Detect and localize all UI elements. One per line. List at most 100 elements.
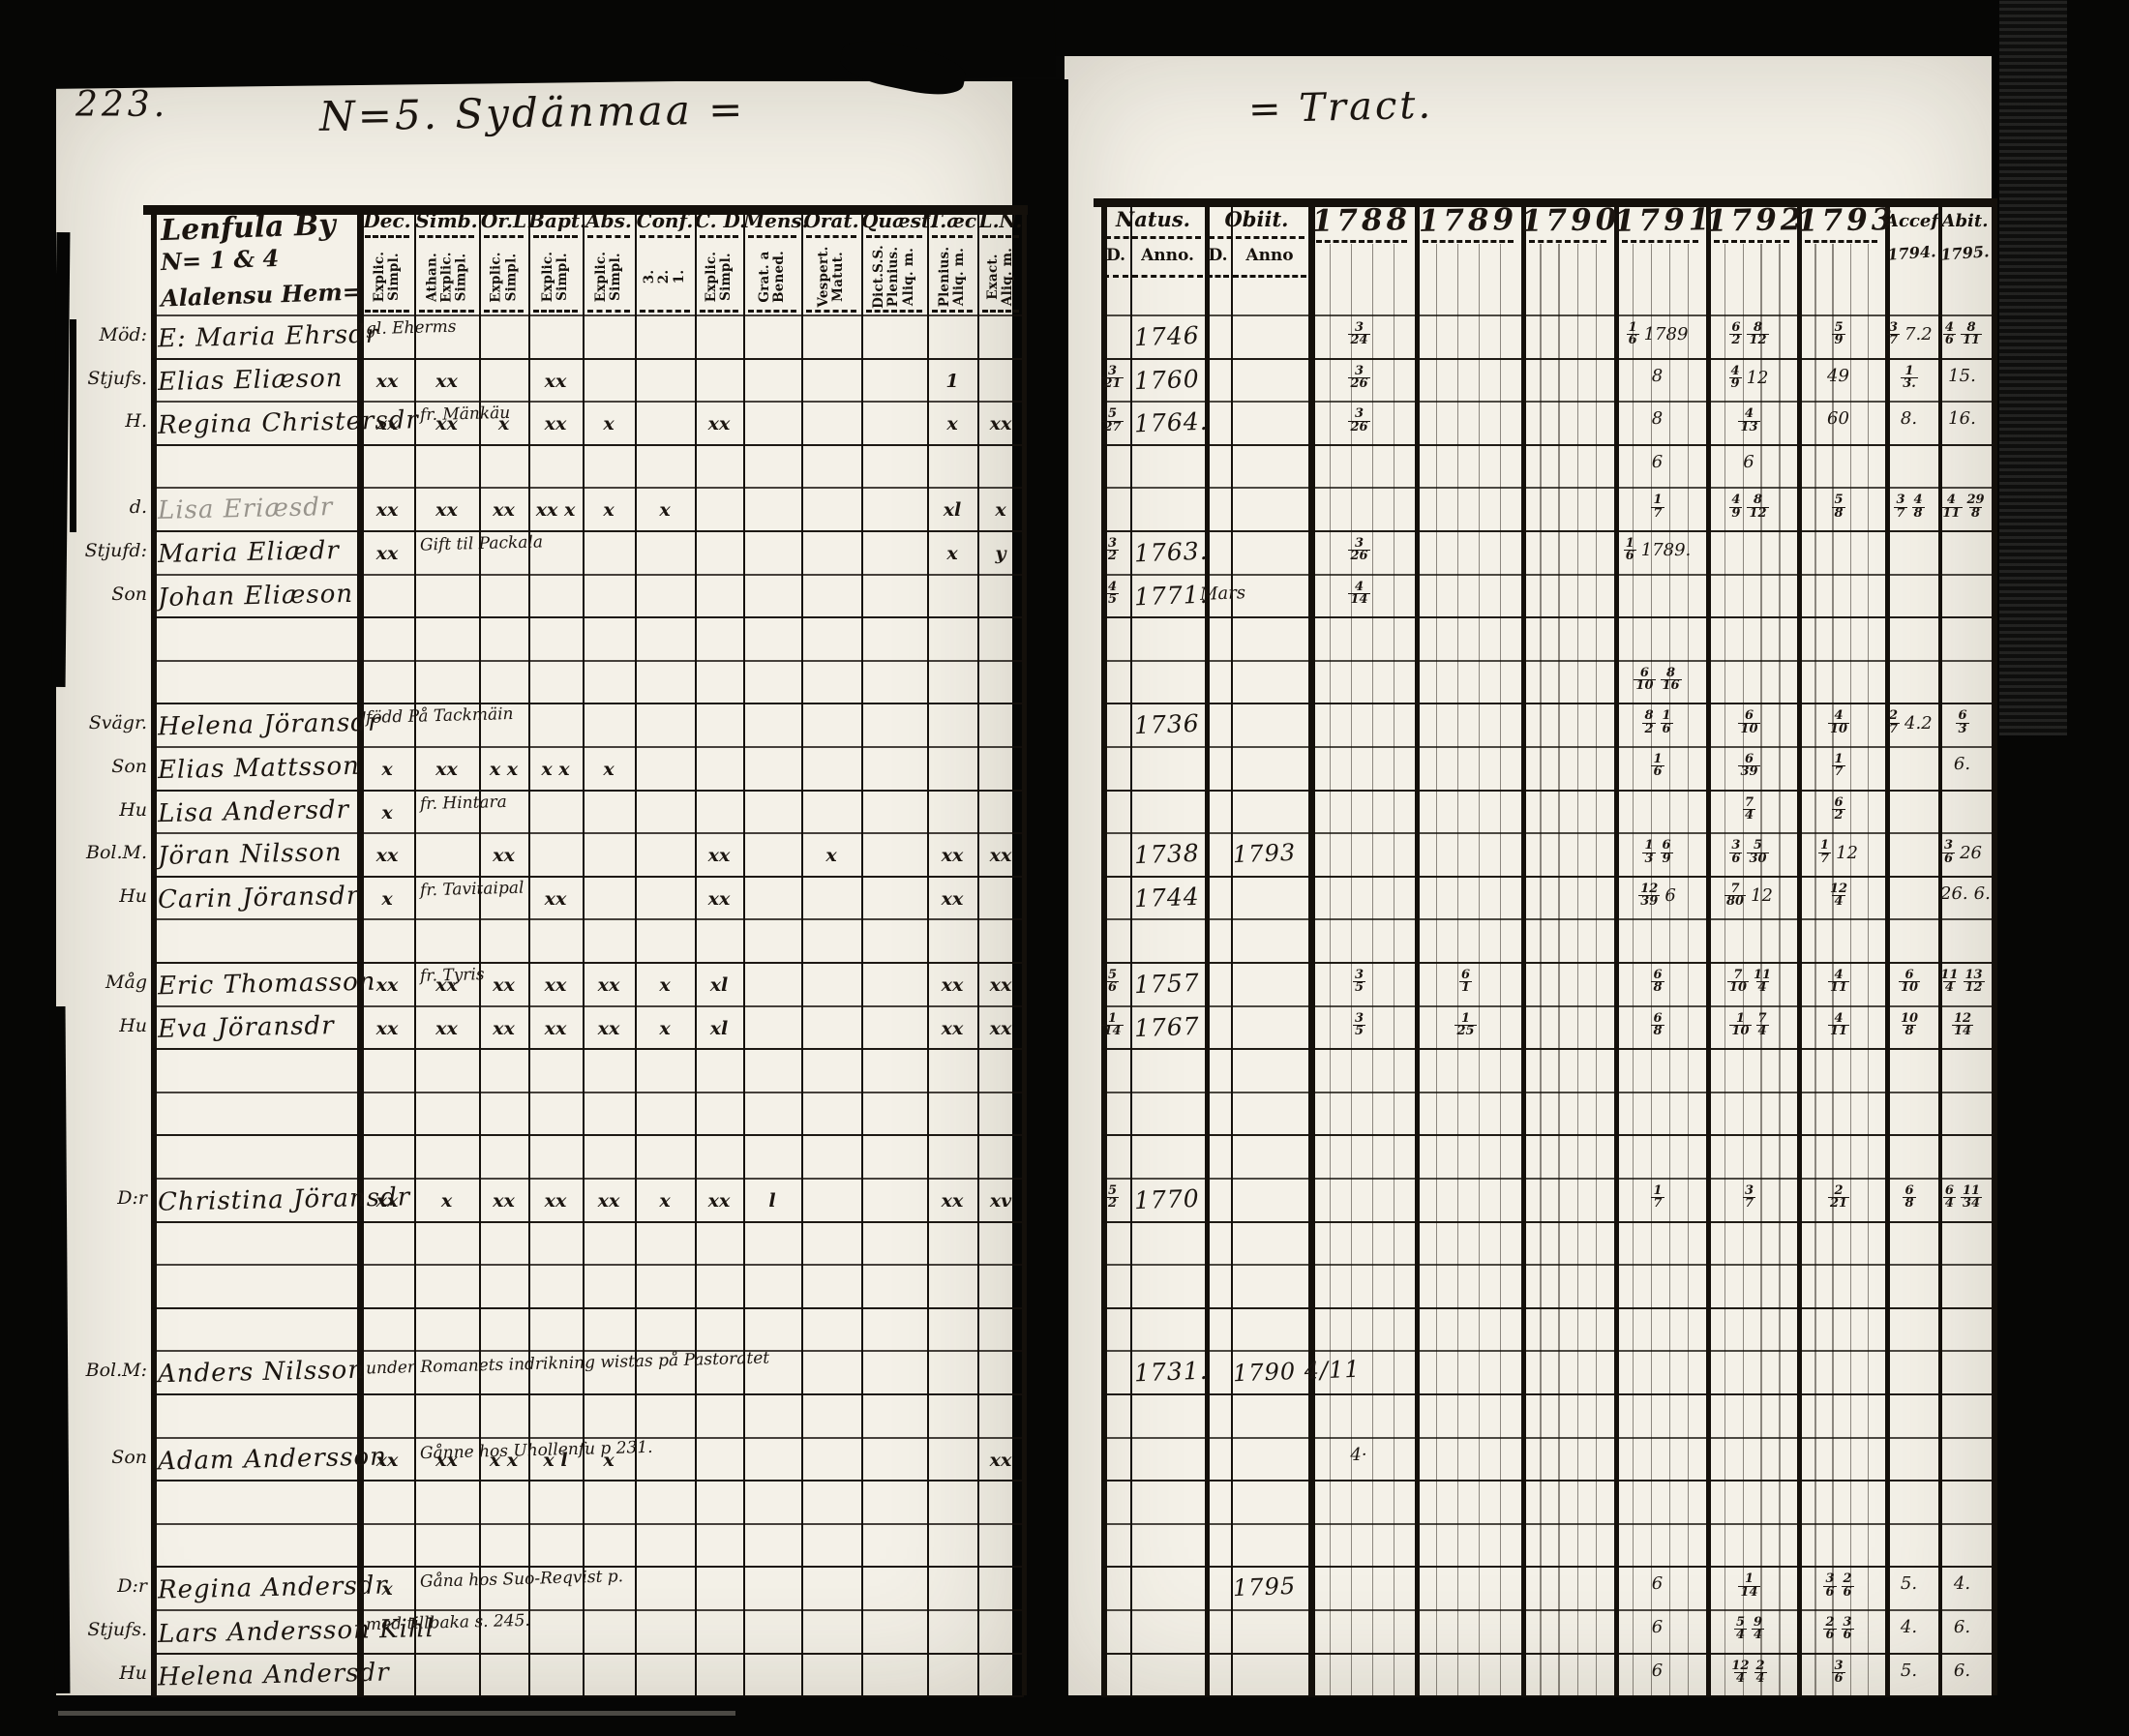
- column-header: C. D.: [695, 209, 747, 232]
- year-cell: 6: [1708, 452, 1795, 472]
- year-cell: 4 9 8 12: [1708, 494, 1795, 520]
- fraction-mark: 4 10: [1827, 708, 1850, 736]
- year-cell: 4 10: [1799, 708, 1883, 736]
- exam-mark: xx: [707, 1190, 731, 1212]
- section-rule: [1308, 198, 1315, 1696]
- column-header: Dec.: [363, 209, 411, 232]
- column-subheader: Explic. Simpl.: [371, 251, 402, 303]
- year-cell: 8: [1616, 366, 1704, 386]
- row-note: fr. Hintara: [419, 792, 508, 814]
- exam-mark: xx: [435, 370, 458, 392]
- row-line: [1101, 487, 1992, 490]
- column-header: Or.L: [480, 209, 527, 232]
- year-cell: 6 4 11 34: [1940, 1184, 1990, 1211]
- abiit-header: Abit.: [1941, 211, 1989, 231]
- year-cell: 7 10 11 4: [1708, 969, 1795, 995]
- year-underline: [1529, 240, 1606, 243]
- person-name: Lisa Eriæsdr: [157, 493, 334, 526]
- number-mark: 6.: [1973, 883, 1991, 904]
- year-cell: 3 7 7.2: [1887, 321, 1936, 347]
- number-mark: 12: [1746, 367, 1769, 388]
- year-cell: 2 7 4.2: [1887, 709, 1936, 735]
- right-table-top-rule: [1094, 198, 1995, 207]
- exam-mark: xx: [941, 1190, 964, 1212]
- year-header: 1791: [1613, 202, 1714, 239]
- year-underline: [1316, 240, 1407, 243]
- year-cell: 6 10: [1708, 709, 1795, 735]
- column-subheader: Athan. Explic. Simpl.: [423, 251, 469, 303]
- left-page: [54, 81, 1016, 1695]
- number-mark: 4.: [1900, 1617, 1918, 1637]
- column-rule: [414, 205, 417, 1696]
- row-margin-label: Hu: [119, 884, 147, 907]
- subheader-underline: [1132, 275, 1203, 278]
- year-cell: 4 14: [1310, 580, 1413, 607]
- fraction-mark: 7 80: [1724, 881, 1747, 910]
- row-line: [1101, 659, 1992, 662]
- column-header: Orat.: [803, 209, 859, 232]
- row-line: [151, 401, 1024, 404]
- column-rule: [977, 205, 980, 1696]
- row-margin-label: d.: [129, 496, 147, 519]
- row-margin-label: Son: [111, 1446, 147, 1468]
- year-subline: [1651, 244, 1653, 1696]
- year-cell: 15.: [1940, 366, 1990, 386]
- row-line: [151, 1220, 1024, 1223]
- column-rule: [801, 205, 804, 1696]
- year-subline: [1500, 244, 1502, 1696]
- column-subheader: Grat. a Bened.: [756, 251, 787, 303]
- exam-mark: xx: [941, 845, 964, 867]
- exam-mark: x: [659, 499, 671, 522]
- column-header: T.æc: [927, 209, 977, 232]
- fraction-mark: 12 39: [1638, 881, 1661, 910]
- exam-mark: xx: [375, 1017, 399, 1039]
- number-mark: 6: [1651, 1660, 1664, 1681]
- person-name: Carin Jöransdr: [157, 881, 360, 914]
- row-line: [1101, 918, 1992, 921]
- obiit-underline: [1209, 236, 1304, 239]
- year-subline: [1595, 244, 1598, 1696]
- row-line: [151, 1264, 1024, 1267]
- fraction-mark: 6 10: [1898, 968, 1921, 996]
- natus-year: 1767: [1133, 1011, 1201, 1042]
- year-cell: 11 4 13 12: [1940, 969, 1990, 995]
- year-cell: 3 6 5 30: [1708, 838, 1795, 866]
- natus-year: 1744: [1133, 882, 1201, 913]
- row-line: [151, 1048, 1024, 1051]
- fraction-mark: 4 13: [1738, 406, 1760, 434]
- bottom-edge-highlight: [58, 1711, 735, 1716]
- year-subline: [1742, 244, 1744, 1696]
- year-cell: 6 10: [1887, 968, 1936, 996]
- year-header: 1789: [1418, 202, 1518, 239]
- row-line: [151, 875, 1024, 878]
- natus-year: 1764.: [1133, 406, 1210, 438]
- year-header: 1793: [1796, 202, 1897, 239]
- row-line: [151, 1566, 1024, 1569]
- row-margin-label: Stjufs.: [87, 1619, 147, 1640]
- row-line: [151, 1609, 1024, 1611]
- year-cell: 8.: [1887, 408, 1936, 429]
- number-mark: 8.: [1900, 408, 1918, 430]
- fraction-mark: 5 30: [1747, 838, 1769, 866]
- natus-year: 1763.: [1133, 536, 1210, 568]
- exam-mark: xx: [544, 370, 567, 392]
- exam-mark: x: [497, 413, 510, 435]
- year-cell: 3 26: [1310, 407, 1413, 434]
- column-subheader: Plenius. Aliq. m.: [936, 246, 967, 308]
- row-line: [151, 1522, 1024, 1525]
- natus-year: 1771.: [1133, 580, 1210, 611]
